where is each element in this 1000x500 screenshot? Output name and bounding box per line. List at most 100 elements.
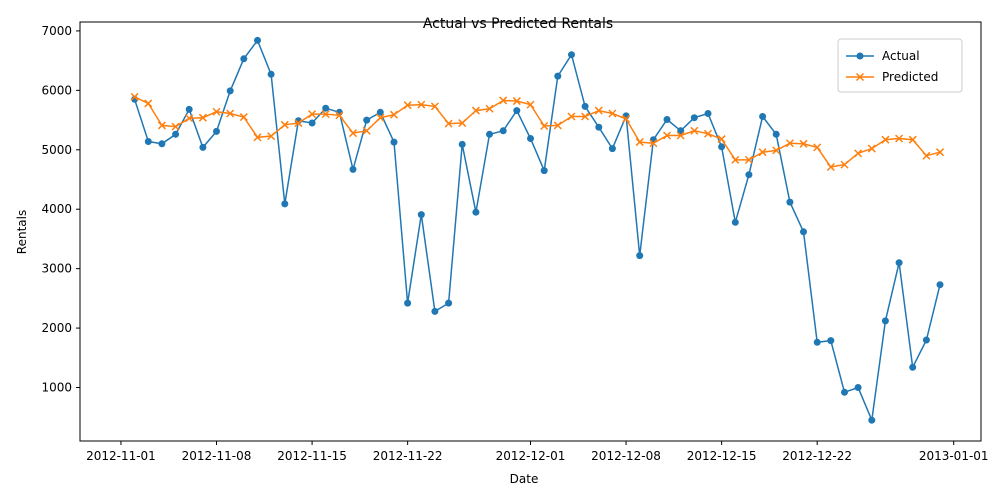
x-axis: 2012-11-01 2012-11-08 2012-11-15 2012-11-22… xyxy=(86,441,989,463)
data-point-predicted xyxy=(348,129,358,138)
y-tick-label: 4000 xyxy=(41,202,72,216)
data-point-predicted xyxy=(608,109,617,118)
legend-frame xyxy=(837,38,963,93)
data-point-predicted xyxy=(458,119,467,128)
data-point-actual xyxy=(595,123,603,131)
data-point-predicted xyxy=(499,96,508,105)
data-point-predicted xyxy=(854,149,863,158)
series-actual-line xyxy=(133,38,941,424)
x-tick-label: 2012-11-15 xyxy=(277,449,347,463)
data-point-actual xyxy=(786,198,794,206)
x-tick-label: 2013-01-01 xyxy=(919,449,989,463)
y-axis-label: Rentals xyxy=(15,210,29,254)
data-point-actual xyxy=(472,208,480,216)
data-point-actual xyxy=(731,218,739,226)
data-point-actual xyxy=(922,336,930,344)
data-point-actual xyxy=(663,116,671,123)
data-point-actual xyxy=(608,145,616,153)
data-point-actual xyxy=(185,105,193,113)
data-point-predicted xyxy=(553,121,562,130)
data-point-predicted xyxy=(171,122,180,131)
data-point-actual xyxy=(431,307,439,315)
legend: Actual Predicted xyxy=(837,38,963,93)
data-point-predicted xyxy=(799,139,808,148)
data-point-actual xyxy=(322,104,330,112)
data-point-actual xyxy=(376,108,384,116)
x-tick-label: 2012-12-22 xyxy=(782,449,852,463)
legend-predicted-label: Predicted xyxy=(882,70,938,84)
data-point-predicted xyxy=(239,113,248,122)
data-point-predicted xyxy=(635,138,644,147)
data-point-actual xyxy=(499,127,507,135)
data-point-actual xyxy=(827,337,835,345)
data-point-predicted xyxy=(594,106,603,115)
legend-actual-marker xyxy=(856,52,864,60)
data-point-predicted xyxy=(690,126,699,135)
y-tick-label: 3000 xyxy=(41,262,72,276)
data-point-actual xyxy=(936,281,944,289)
legend-actual-label: Actual xyxy=(882,49,920,63)
data-point-predicted xyxy=(485,104,494,113)
data-point-predicted xyxy=(813,143,822,152)
data-point-actual xyxy=(349,165,357,173)
data-point-predicted xyxy=(362,126,371,135)
data-point-predicted xyxy=(567,112,576,121)
chart-title: Actual vs Predicted Rentals xyxy=(423,16,613,32)
data-point-actual xyxy=(636,252,644,260)
data-point-actual xyxy=(404,299,412,307)
data-point-predicted xyxy=(253,133,262,142)
data-point-predicted xyxy=(526,100,535,109)
data-point-actual xyxy=(854,384,862,391)
data-point-predicted xyxy=(280,120,289,129)
data-point-predicted xyxy=(308,110,317,119)
data-point-predicted xyxy=(185,114,194,123)
data-point-actual xyxy=(800,228,807,236)
data-point-predicted xyxy=(744,155,753,164)
data-point-actual xyxy=(718,143,726,151)
data-point-predicted xyxy=(772,146,781,155)
data-point-actual xyxy=(745,171,753,179)
data-point-actual xyxy=(254,36,261,44)
y-tick-label: 5000 xyxy=(41,143,72,157)
data-point-predicted xyxy=(662,131,672,140)
data-point-predicted xyxy=(335,111,344,120)
x-tick-label: 2012-11-01 xyxy=(86,449,156,463)
data-point-predicted xyxy=(444,119,453,128)
data-point-predicted xyxy=(581,112,590,121)
data-point-predicted xyxy=(417,100,426,109)
data-point-predicted xyxy=(294,119,303,128)
legend-predicted-marker xyxy=(855,72,865,82)
data-point-actual xyxy=(172,130,180,138)
data-point-actual xyxy=(909,363,917,371)
data-point-actual xyxy=(226,87,234,95)
y-tick-label: 1000 xyxy=(41,381,72,395)
x-tick-label: 2012-12-01 xyxy=(496,449,566,463)
data-point-predicted xyxy=(267,132,276,141)
data-point-predicted xyxy=(908,135,917,144)
data-point-predicted xyxy=(144,99,153,108)
data-point-actual xyxy=(759,113,767,120)
data-point-actual xyxy=(445,299,453,307)
data-point-predicted xyxy=(212,107,221,116)
data-point-actual xyxy=(417,211,425,219)
data-point-actual xyxy=(813,338,821,346)
x-tick-label: 2012-12-08 xyxy=(591,449,661,463)
data-point-actual xyxy=(568,51,575,59)
y-tick-label: 7000 xyxy=(41,24,72,38)
data-point-predicted xyxy=(198,113,207,122)
data-point-predicted xyxy=(895,134,904,143)
data-point-actual xyxy=(690,114,698,122)
data-point-actual xyxy=(540,167,548,175)
data-point-actual xyxy=(390,138,398,146)
data-point-actual xyxy=(308,119,316,127)
data-point-actual xyxy=(458,140,466,148)
data-point-actual xyxy=(772,130,780,138)
data-point-predicted xyxy=(130,92,139,101)
data-point-predicted xyxy=(430,102,439,111)
data-point-actual xyxy=(158,140,166,148)
data-point-actual xyxy=(527,135,534,142)
data-point-predicted xyxy=(157,121,166,130)
data-point-predicted xyxy=(785,139,794,148)
data-point-actual xyxy=(554,72,562,80)
